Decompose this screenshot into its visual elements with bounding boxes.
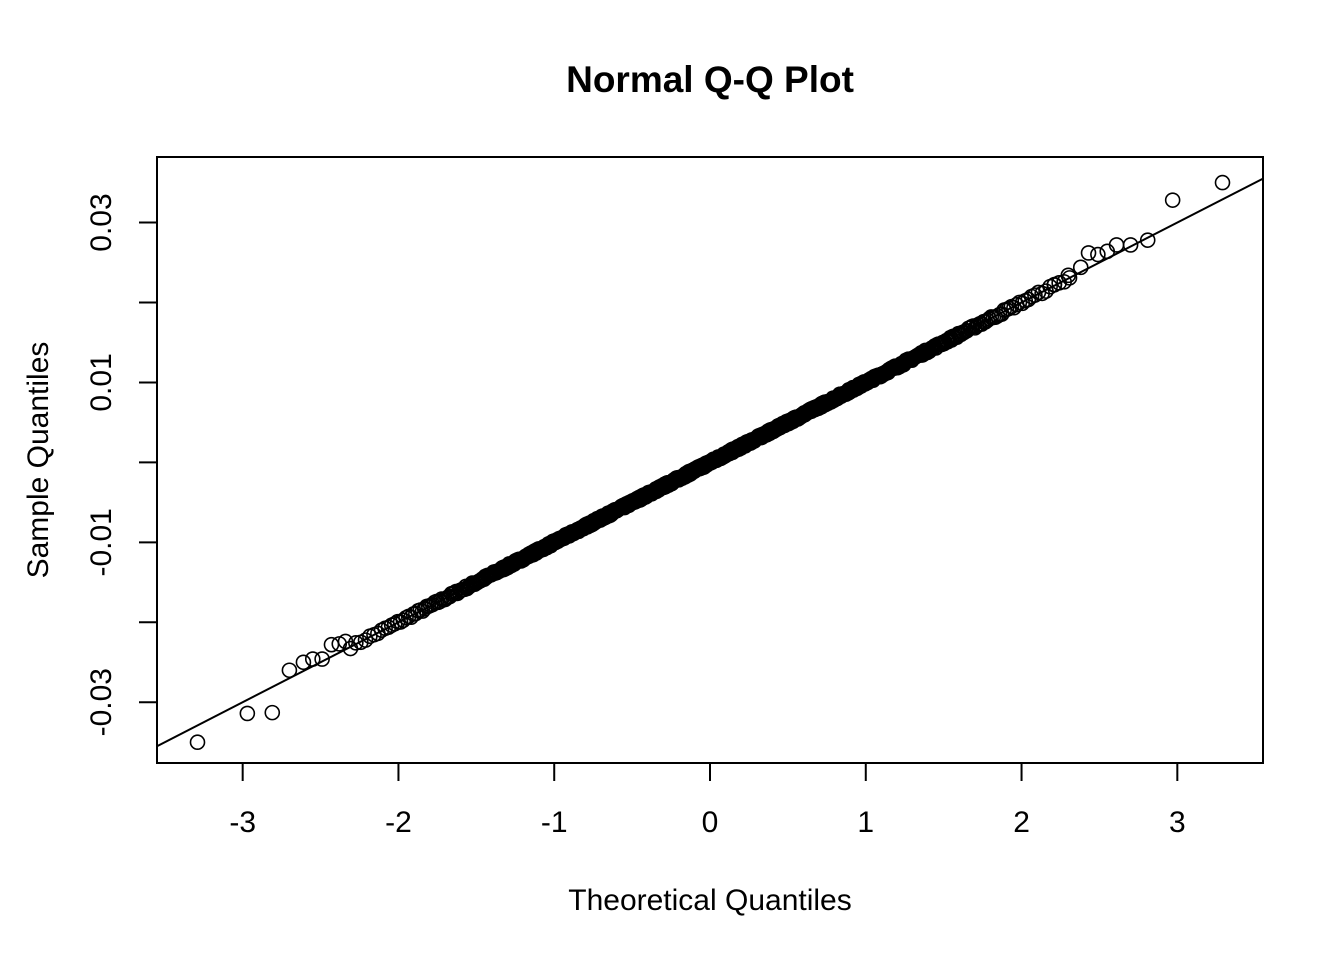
data-point: [264, 704, 281, 721]
data-point: [1060, 267, 1077, 284]
x-axis-label: Theoretical Quantiles: [568, 884, 851, 917]
data-point: [1046, 277, 1063, 293]
x-tick-label: 3: [1169, 806, 1186, 839]
data-point: [1164, 192, 1181, 208]
data-point: [337, 633, 354, 650]
data-point: [408, 605, 424, 622]
x-tick-label: 1: [857, 806, 874, 839]
data-point: [1214, 174, 1231, 191]
y-tick-label: 0.03: [85, 193, 118, 251]
data-point: [1006, 299, 1022, 316]
y-tick-label: -0.03: [85, 668, 118, 736]
x-tick-label: 0: [702, 806, 719, 839]
data-points: [189, 174, 1231, 751]
y-axis-label: Sample Quantiles: [22, 342, 55, 579]
data-point: [1122, 237, 1139, 253]
data-point: [281, 662, 298, 679]
data-point: [1072, 259, 1089, 276]
data-point: [357, 632, 374, 648]
data-point: [295, 654, 312, 671]
data-point: [962, 320, 978, 336]
data-point: [1027, 287, 1043, 303]
data-point: [189, 734, 206, 751]
data-point: [392, 614, 409, 630]
chart-title: Normal Q-Q Plot: [566, 59, 854, 100]
x-tick-label: -1: [541, 806, 568, 839]
x-tick-label: -2: [385, 806, 412, 839]
data-point: [239, 705, 256, 722]
y-axis: -0.03 -0.01 0.01 0.03: [85, 193, 157, 736]
data-point: [348, 635, 364, 651]
x-axis: -3 -2 -1 0 1 2 3: [229, 763, 1186, 839]
data-point: [1090, 246, 1106, 263]
x-tick-label: -3: [229, 806, 256, 839]
y-tick-label: 0.01: [85, 353, 118, 411]
data-point: [314, 651, 330, 667]
y-tick-label: -0.01: [85, 508, 118, 576]
data-point: [1080, 245, 1097, 261]
data-point: [1139, 232, 1156, 248]
x-tick-label: 2: [1013, 806, 1030, 839]
data-point: [304, 651, 321, 667]
